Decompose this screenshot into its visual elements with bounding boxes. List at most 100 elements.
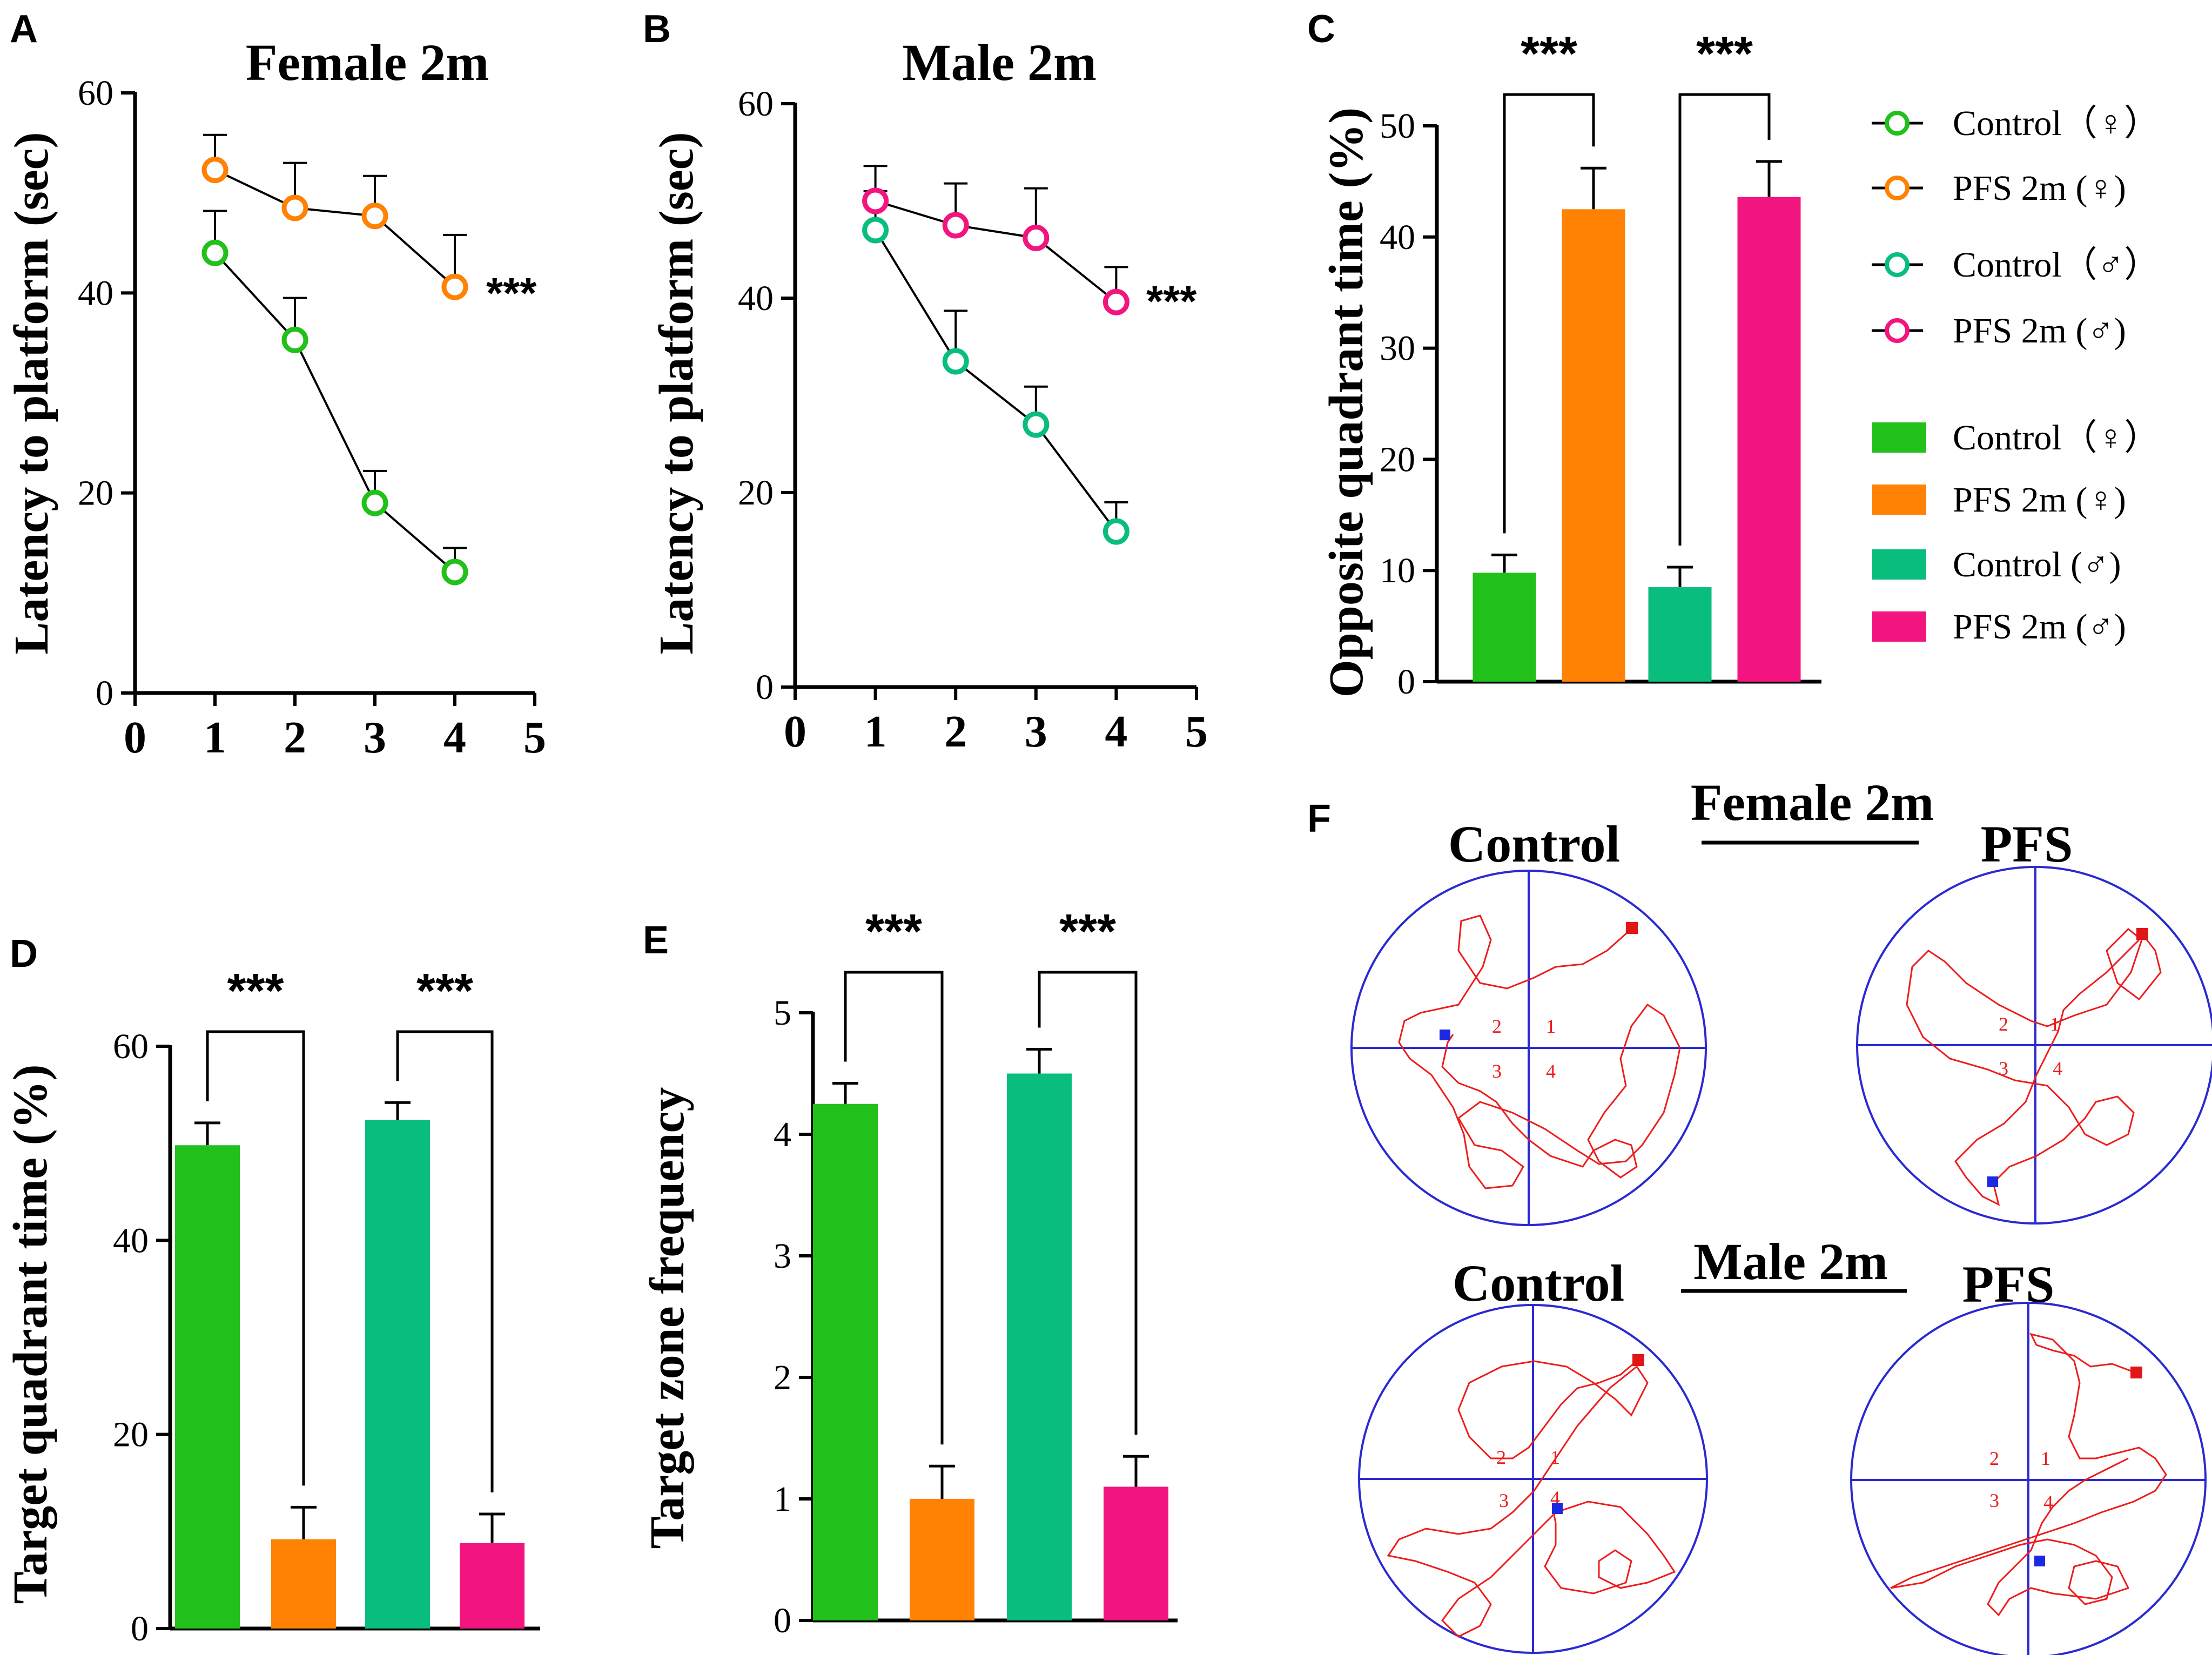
bar	[1104, 1486, 1168, 1620]
bar	[1562, 209, 1625, 682]
y-tick-label: 40	[1380, 218, 1415, 257]
x-tick-label: 2	[944, 707, 967, 757]
comparison-bracket	[1678, 93, 1771, 546]
significance-stars: ***	[1146, 277, 1197, 325]
bar	[1737, 197, 1801, 682]
y-axis-label: Target zone frequency	[641, 1087, 694, 1549]
chart-d-target-quadrant: Target quadrant time (%) 0 20 40 60 *** ***	[4, 964, 540, 1649]
significance-stars: ***	[227, 964, 284, 1018]
panel-letter-c: C	[1307, 8, 1335, 51]
y-tick-label: 3	[774, 1236, 791, 1276]
end-marker	[1987, 1176, 1998, 1187]
bar	[1648, 587, 1712, 682]
x-tick-label: 5	[1185, 707, 1208, 757]
x-tick-label: 1	[864, 707, 887, 757]
bar	[460, 1543, 525, 1629]
male-heading: Male 2m	[1693, 1233, 1888, 1290]
bar	[910, 1499, 974, 1620]
series-line	[875, 200, 1117, 303]
y-axis-label: Target quadrant time (%)	[4, 1064, 57, 1604]
control-label-female: Control	[1448, 815, 1620, 873]
legend: Control（♀） PFS 2m (♀) Control（♂） PFS 2m (♂)…	[1872, 104, 2160, 647]
pool-female-pfs: 1 2 3 4	[1856, 866, 2212, 1225]
y-tick-label: 30	[1380, 329, 1415, 368]
y-axis-label: Opposite quadrant time (%)	[1320, 107, 1373, 698]
comparison-bracket	[844, 971, 944, 1445]
data-point	[942, 212, 969, 239]
y-tick-label: 20	[1380, 440, 1415, 479]
quadrant-label: 2	[1492, 1015, 1502, 1037]
panel-letter-b: B	[643, 8, 671, 51]
data-point	[942, 348, 969, 375]
y-tick-label: 60	[738, 84, 774, 124]
quadrant-label: 3	[1492, 1060, 1502, 1082]
y-axis-label: Latency to platform (sec)	[5, 132, 58, 654]
pool-male-pfs: 1 2 3 4	[1850, 1302, 2207, 1655]
y-tick-label: 40	[738, 279, 774, 318]
data-point	[361, 203, 388, 230]
chart-e-target-zone: Target zone frequency 0 1 2 3 4 5 *** ***	[641, 905, 1178, 1640]
y-axis-label: Latency to platform (sec)	[650, 132, 703, 654]
bar	[271, 1539, 336, 1629]
start-marker	[2136, 928, 2148, 940]
y-tick-label: 2	[774, 1358, 791, 1397]
y-tick-label: 20	[113, 1415, 149, 1455]
x-tick-label: 3	[1025, 707, 1047, 757]
significance-stars: ***	[1521, 27, 1577, 81]
legend-label: Control (♂)	[1953, 545, 2121, 584]
data-point	[1023, 411, 1050, 438]
quadrant-label: 2	[1496, 1447, 1506, 1468]
data-point	[441, 273, 468, 300]
end-marker	[2034, 1556, 2045, 1566]
y-tick-label: 20	[78, 474, 113, 513]
y-tick-label: 20	[738, 473, 774, 513]
legend-item: PFS 2m (♂)	[1872, 607, 2126, 647]
panel-letter-d: D	[10, 932, 38, 975]
panel-f-swim-paths: Female 2m Control PFS Male 2m Control PF…	[1350, 773, 2212, 1655]
significance-stars: ***	[416, 964, 473, 1018]
y-tick-label: 1	[774, 1479, 791, 1519]
data-point	[862, 187, 889, 214]
panel-letter-f: F	[1307, 797, 1331, 840]
legend-item: PFS 2m (♀)	[1872, 169, 2126, 208]
end-marker	[1552, 1503, 1563, 1514]
panel-letter-e: E	[643, 919, 669, 962]
panel-letter-a: A	[10, 8, 38, 51]
bar	[365, 1120, 430, 1629]
pfs-label-female: PFS	[1981, 815, 2073, 873]
female-heading: Female 2m	[1691, 773, 1934, 831]
pool-female-control: 1 2 3 4	[1350, 870, 1707, 1226]
legend-label: Control（♀）	[1953, 104, 2160, 143]
y-tick-label: 0	[1397, 662, 1415, 702]
y-tick-label: 60	[78, 73, 113, 113]
swim-track	[1890, 1333, 2167, 1617]
chart-b-male-latency: Latency to platform (sec) 0 20 40 60 Male 2m 0…	[650, 33, 1208, 757]
y-tick-label: 40	[113, 1221, 149, 1260]
legend-marker	[1885, 111, 1910, 136]
start-marker	[1626, 922, 1638, 934]
legend-item: Control (♂)	[1872, 545, 2121, 584]
quadrant-label: 4	[2053, 1058, 2062, 1079]
legend-swatch	[1872, 485, 1926, 515]
series-line	[214, 252, 456, 573]
legend-item: Control（♀）	[1872, 418, 2160, 458]
legend-label: PFS 2m (♂)	[1953, 311, 2126, 351]
x-tick-label: 1	[204, 712, 226, 763]
legend-label: PFS 2m (♀)	[1953, 480, 2126, 520]
y-tick-label: 50	[1380, 106, 1415, 146]
quadrant-label: 1	[1546, 1015, 1556, 1037]
comparison-bracket	[396, 1030, 494, 1492]
quadrant-label: 4	[2043, 1491, 2053, 1513]
y-tick-label: 4	[774, 1115, 791, 1154]
significance-stars: ***	[1059, 905, 1116, 959]
quadrant-label: 3	[1999, 1058, 2008, 1079]
significance-stars: ***	[865, 905, 922, 959]
y-tick-label: 40	[78, 273, 113, 313]
legend-label: Control（♂）	[1953, 245, 2160, 285]
x-tick-label: 4	[443, 712, 466, 763]
x-tick-label: 5	[523, 712, 546, 763]
comparison-bracket	[1038, 971, 1138, 1435]
legend-item: Control（♀）	[1872, 104, 2160, 143]
